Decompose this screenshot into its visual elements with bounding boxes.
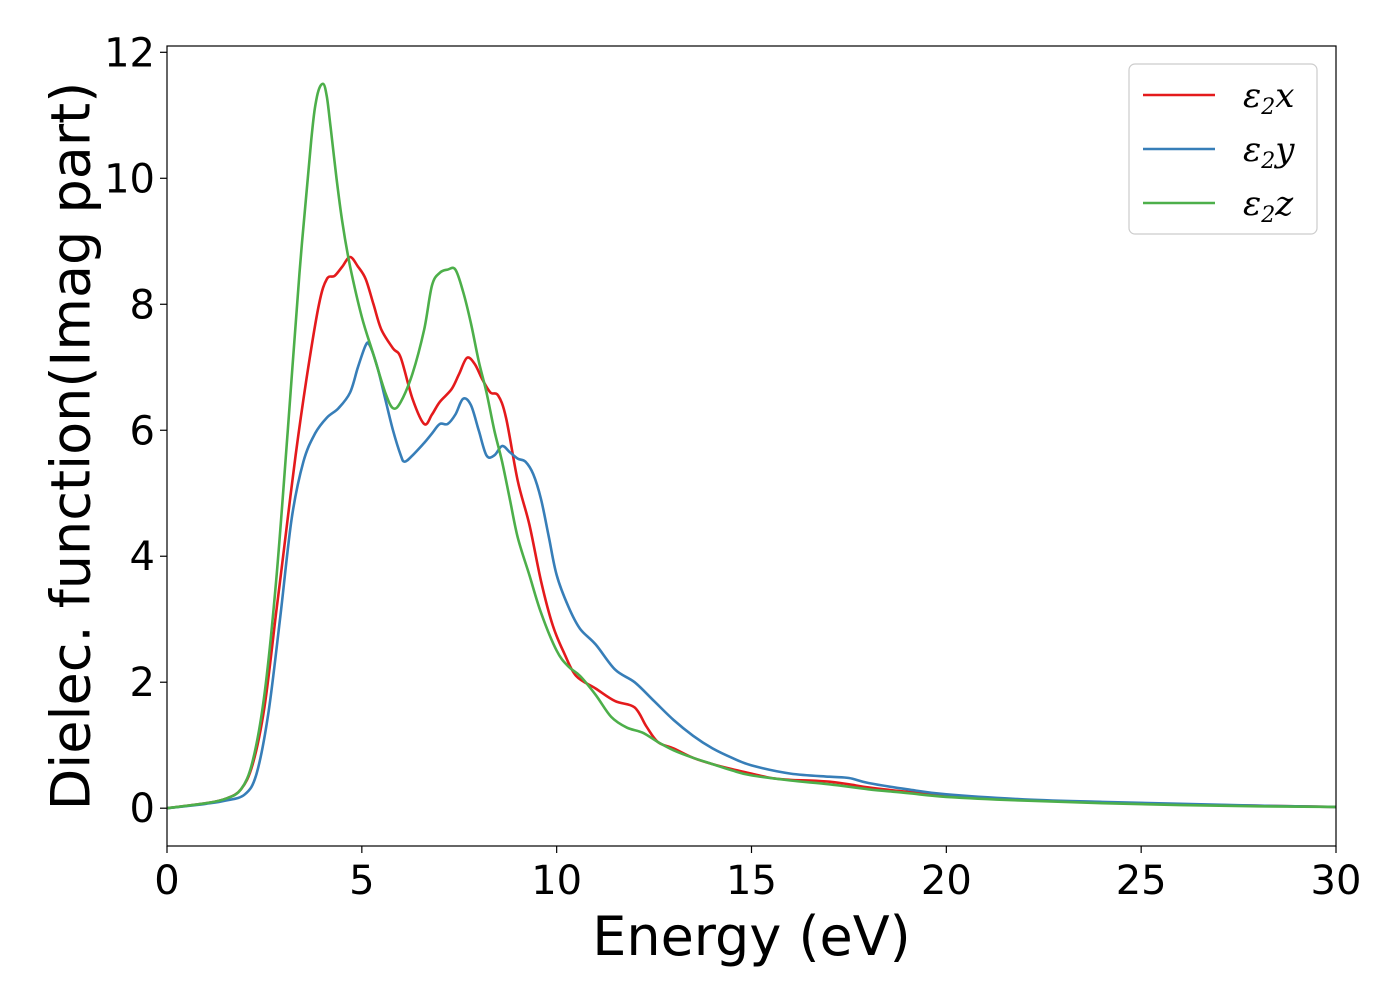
x-tick-label: 25 <box>1116 858 1167 904</box>
x-tick-label: 20 <box>921 858 972 904</box>
y-axis: 0 2 4 6 8 10 12 <box>104 30 167 832</box>
legend-label-x: ε2x <box>1243 76 1294 120</box>
y-tick-label: 4 <box>130 534 155 580</box>
series-line-x <box>166 255 1337 810</box>
y-tick-label: 0 <box>130 786 155 832</box>
y-tick-label: 6 <box>130 408 155 454</box>
x-tick-label: 0 <box>154 858 179 904</box>
x-tick-label: 30 <box>1311 858 1362 904</box>
y-axis-title: Dielec. function(Imag part) <box>40 82 103 811</box>
x-tick-label: 15 <box>726 858 777 904</box>
y-tick-label: 12 <box>104 30 155 76</box>
legend: ε2x ε2y ε2z <box>1128 63 1318 235</box>
series-line-z <box>166 82 1337 810</box>
x-axis-title: Energy (eV) <box>592 905 911 968</box>
x-tick-label: 5 <box>349 858 374 904</box>
series-layer <box>166 82 1337 810</box>
y-tick-label: 2 <box>130 660 155 706</box>
legend-box <box>1128 63 1318 235</box>
series-line-y <box>166 341 1337 810</box>
x-axis: 0 5 10 15 20 25 30 <box>154 846 1361 904</box>
y-tick-label: 10 <box>104 156 155 202</box>
y-tick-label: 8 <box>130 282 155 328</box>
legend-label-z: ε2z <box>1243 184 1294 228</box>
legend-label-y: ε2y <box>1243 130 1295 174</box>
x-tick-label: 10 <box>531 858 582 904</box>
